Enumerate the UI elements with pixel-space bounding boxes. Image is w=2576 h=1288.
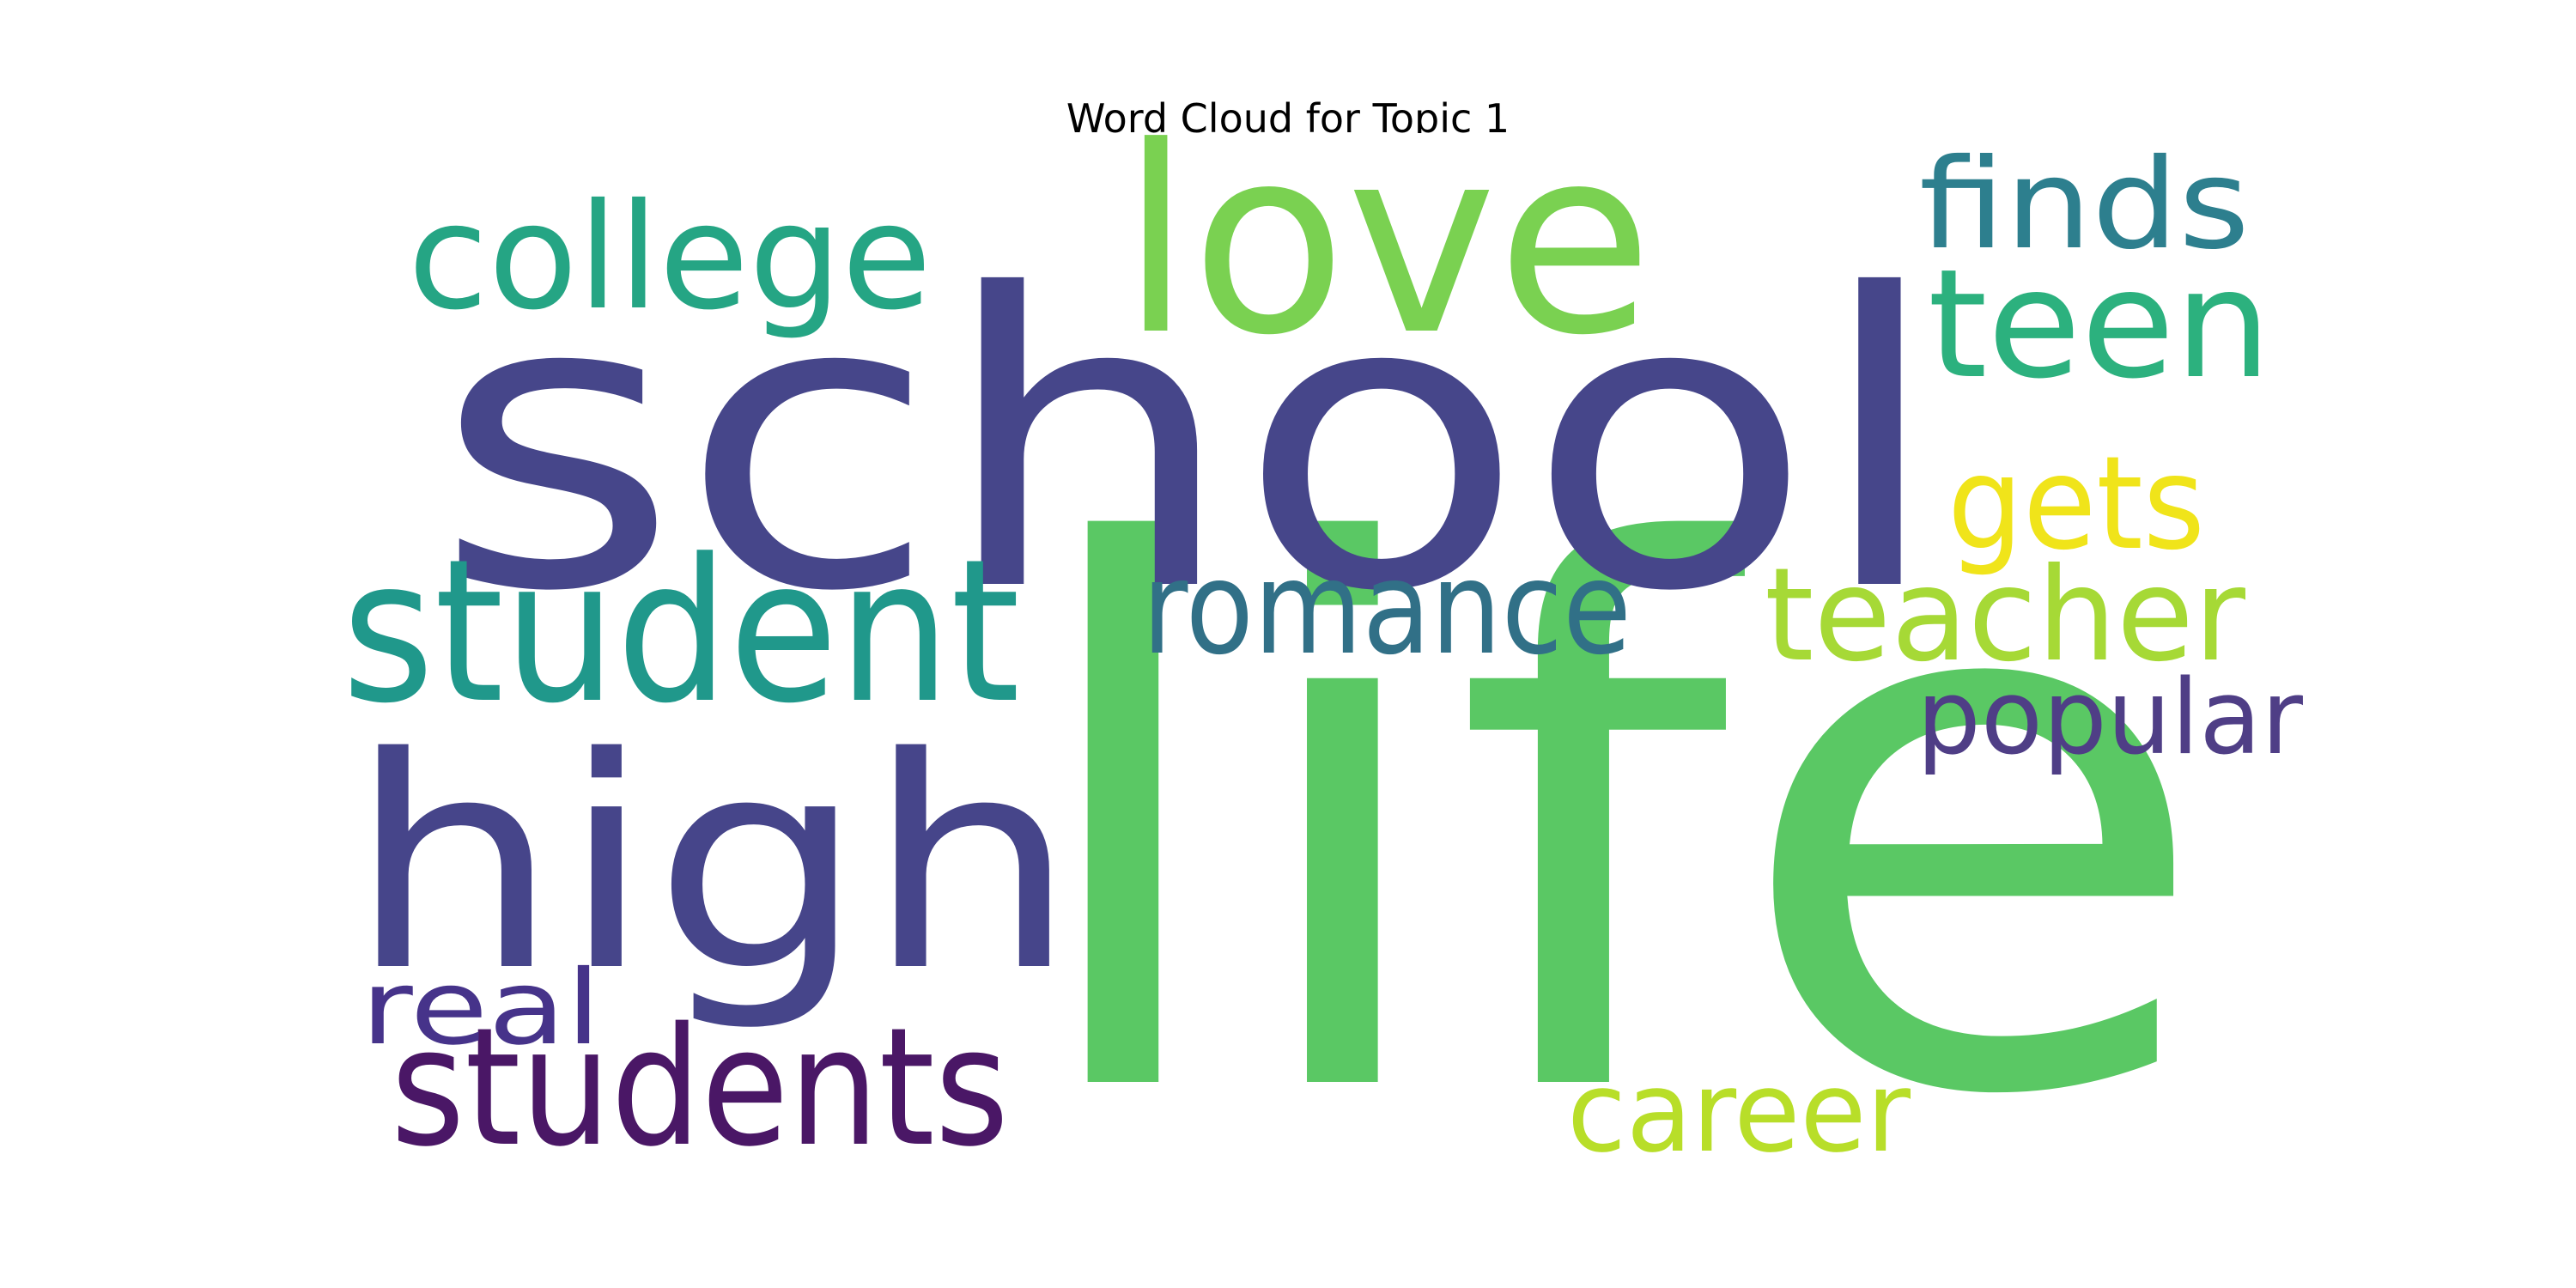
word-life: life [1013, 397, 2215, 1256]
word-teen: teen [1928, 238, 2271, 412]
word-teacher: teacher [1765, 541, 2245, 690]
word-popular: popular [1917, 659, 2304, 778]
word-students: students [391, 993, 1009, 1182]
word-real: real [361, 949, 601, 1068]
word-romance: romance [1142, 534, 1631, 683]
word-career: career [1567, 1047, 1911, 1177]
word-school: school [434, 210, 1945, 679]
word-high: high [348, 696, 1078, 1036]
word-cloud-area [339, 133, 2323, 1168]
word-college: college [408, 173, 932, 343]
word-student: student [342, 518, 1020, 747]
word-finds: finds [1919, 132, 2250, 277]
word-love: love [1121, 92, 1653, 392]
word-gets: gets [1947, 429, 2205, 579]
